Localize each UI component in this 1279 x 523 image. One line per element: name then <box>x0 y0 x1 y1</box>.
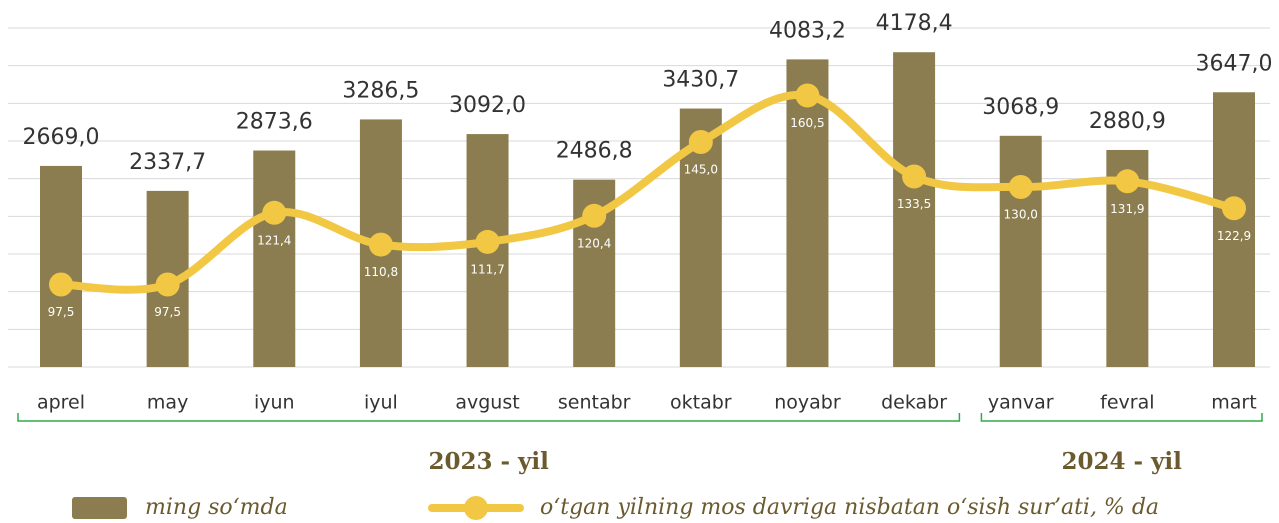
line-value-label: 110,8 <box>364 265 398 279</box>
line-point <box>1115 169 1140 194</box>
x-tick-label: iyun <box>254 392 295 414</box>
line-point <box>155 272 180 297</box>
x-tick-label: sentabr <box>558 392 631 414</box>
bar-value-label: 4083,2 <box>769 18 846 43</box>
line-point <box>582 203 607 228</box>
group-bracket <box>980 413 1263 422</box>
legend-label: ming so‘mda <box>145 495 288 520</box>
bar-value-label: 2486,8 <box>556 139 633 164</box>
line-value-label: 97,5 <box>154 305 181 319</box>
x-tick-label: aprel <box>37 392 85 414</box>
line-value-label: 97,5 <box>48 305 75 319</box>
legend-swatch <box>72 497 127 519</box>
bar-value-label: 3286,5 <box>342 78 419 103</box>
line-point <box>1222 196 1246 221</box>
line-value-label: 111,7 <box>470 262 504 276</box>
x-tick-label: iyul <box>364 392 398 414</box>
bar <box>786 59 829 368</box>
line-point <box>475 229 500 254</box>
legend-point <box>464 496 488 520</box>
bar <box>1213 92 1255 367</box>
line-point <box>368 232 393 257</box>
line-point <box>795 83 820 108</box>
bar-value-label: 2669,0 <box>23 125 100 150</box>
bar <box>40 165 82 367</box>
x-tick-label: dekabr <box>881 392 947 414</box>
line-value-label: 130,0 <box>1004 208 1038 222</box>
line-point <box>1008 175 1033 199</box>
line-value-label: 131,9 <box>1110 202 1144 216</box>
line-value-label: 160,5 <box>790 116 824 130</box>
bar-value-label: 3092,0 <box>449 93 526 118</box>
x-tick-label: yanvar <box>988 392 1054 414</box>
group-bracket <box>17 413 961 422</box>
bar-value-label: 2337,7 <box>129 150 206 175</box>
line-value-label: 121,4 <box>257 233 291 247</box>
x-tick-label: may <box>147 392 188 414</box>
group-label: 2023 - yil <box>428 448 549 475</box>
x-tick-label: avgust <box>455 392 519 414</box>
bar-value-label: 2880,9 <box>1089 109 1166 134</box>
line-value-label: 145,0 <box>684 163 718 177</box>
bar-value-label: 3068,9 <box>982 95 1059 120</box>
bar-value-label: 3647,0 <box>1196 51 1273 76</box>
legend-label: o‘tgan yilning mos davriga nisbatan o‘si… <box>540 495 1159 520</box>
bar-value-label: 2873,6 <box>236 110 313 135</box>
bar <box>999 135 1042 367</box>
line-point <box>262 200 287 225</box>
line-value-label: 133,5 <box>897 197 931 211</box>
bar-value-label: 4178,4 <box>876 11 953 36</box>
line-point <box>902 164 927 189</box>
group-label: 2024 - yil <box>1061 448 1182 475</box>
x-tick-label: noyabr <box>774 392 841 414</box>
line-value-label: 122,9 <box>1217 229 1251 243</box>
x-tick-label: fevral <box>1100 392 1154 414</box>
bar <box>893 52 936 367</box>
x-tick-label: mart <box>1211 392 1256 414</box>
bar <box>253 150 296 367</box>
line-point <box>688 130 713 154</box>
line-point <box>49 272 73 297</box>
line-value-label: 120,4 <box>577 236 611 250</box>
x-tick-label: oktabr <box>670 392 732 414</box>
bar-value-label: 3430,7 <box>662 68 739 93</box>
